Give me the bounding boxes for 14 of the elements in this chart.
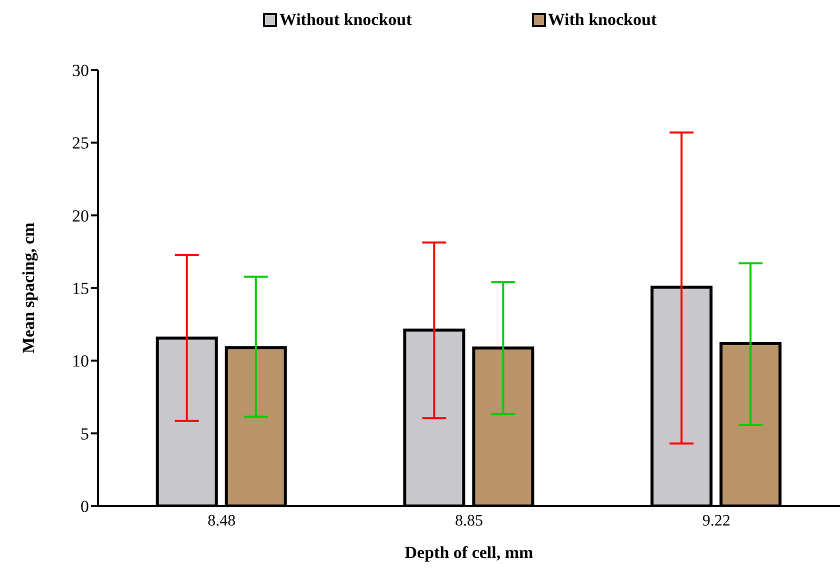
y-tick-label: 5 <box>80 424 89 444</box>
y-tick-label: 10 <box>72 352 89 371</box>
x-tick-label: 8.85 <box>455 512 483 530</box>
y-axis-title: Mean spacing, cm <box>19 222 38 354</box>
x-tick-label: 8.48 <box>208 512 236 530</box>
y-tick-label: 30 <box>72 61 89 80</box>
x-axis-title: Depth of cell, mm <box>404 543 534 562</box>
y-tick-label: 25 <box>72 134 89 153</box>
y-tick-label: 15 <box>72 279 89 298</box>
y-tick-label: 0 <box>80 497 89 516</box>
legend-label: With knockout <box>546 10 657 30</box>
x-tick-label: 9.22 <box>702 512 730 530</box>
legend-label: Without knockout <box>278 10 412 30</box>
y-tick-label: 20 <box>72 206 89 226</box>
